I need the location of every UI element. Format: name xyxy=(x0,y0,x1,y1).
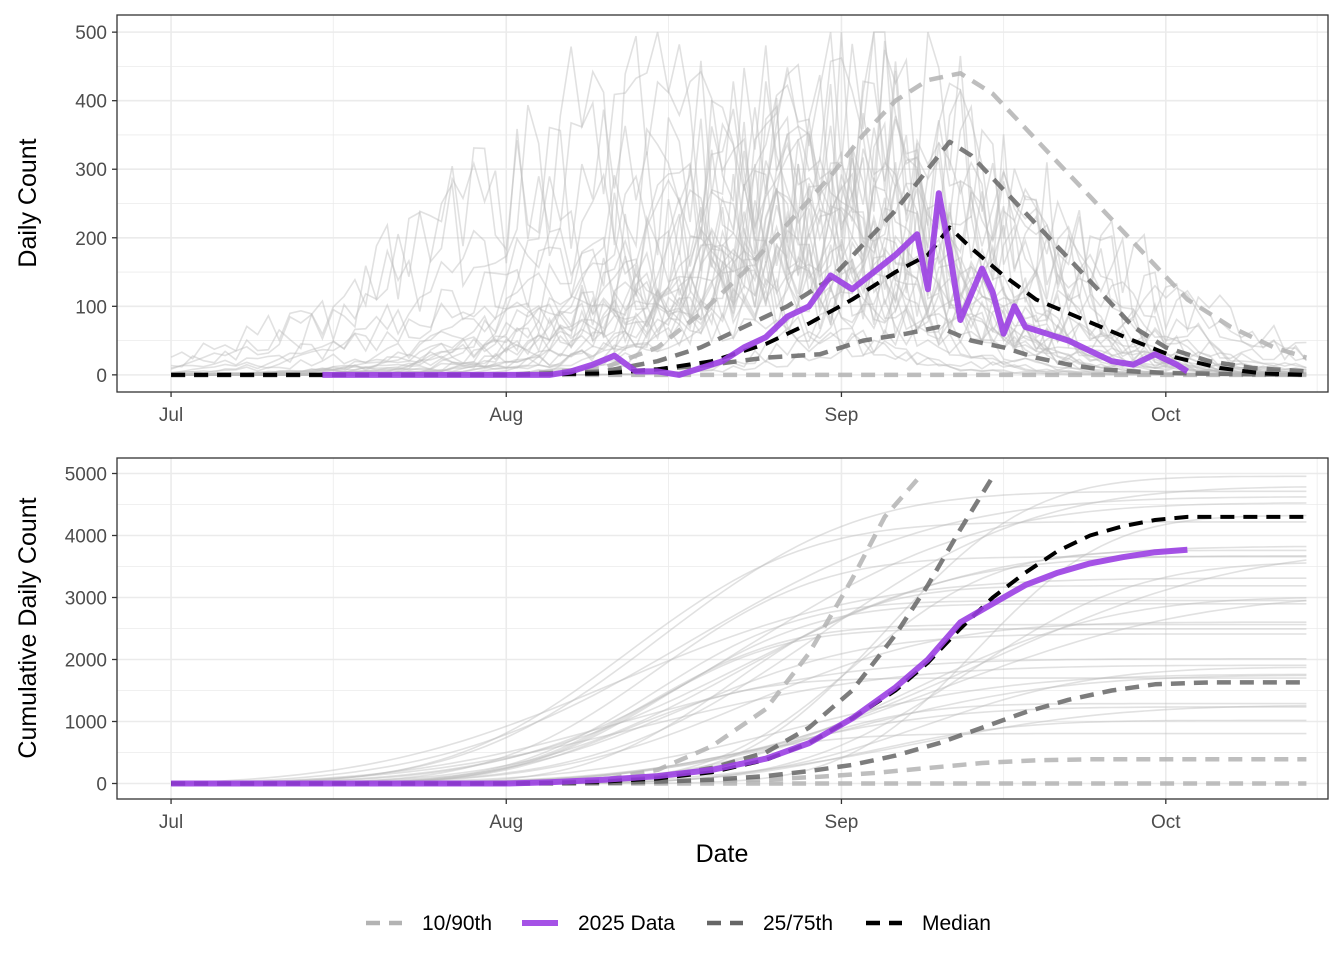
y-axis-title-daily: Daily Count xyxy=(14,138,42,267)
history-trace xyxy=(171,237,1307,375)
history-trace xyxy=(171,40,1308,375)
history-trace xyxy=(171,49,1307,376)
x-axis-title: Date xyxy=(696,840,749,868)
legend-item: Median xyxy=(866,912,991,935)
daily-x-tick-label: Aug xyxy=(489,405,523,426)
history-trace xyxy=(171,545,1307,785)
cumulative-y-tick-label: 3000 xyxy=(65,589,107,610)
legend-label: 25/75th xyxy=(763,912,833,935)
cumulative-gridlines xyxy=(117,458,1328,799)
history-trace xyxy=(171,664,1307,785)
daily-y-tick-label: 100 xyxy=(75,297,107,318)
cumulative-y-tick-label: 0 xyxy=(96,775,107,796)
legend-item: 25/75th xyxy=(707,912,833,935)
daily-series-median-line-3 xyxy=(171,225,1307,377)
cumulative-y-tick-label: 2000 xyxy=(65,651,107,672)
history-trace xyxy=(171,235,1307,376)
cumulative-panel-border xyxy=(116,457,1329,800)
daily-y-tick-label: 200 xyxy=(75,229,107,250)
cumulative-x-tick-label: Aug xyxy=(489,812,523,833)
daily-x-tick-label: Sep xyxy=(825,405,859,426)
y-axis-title-cumulative: Cumulative Daily Count xyxy=(14,497,42,758)
cumulative-y-tick-label: 4000 xyxy=(65,527,107,548)
history-trace xyxy=(171,521,1307,785)
daily-x-tick-label: Jul xyxy=(159,405,183,426)
cumulative-series-10-90th-line-5 xyxy=(171,478,919,786)
daily-x-tick-label: Oct xyxy=(1151,405,1181,426)
cumulative-y-tick-label: 1000 xyxy=(65,713,107,734)
history-trace xyxy=(171,657,1307,785)
cumulative-series-25-75th-line-2 xyxy=(171,680,1307,786)
history-trace xyxy=(171,496,1307,785)
legend-label: 10/90th xyxy=(422,912,492,935)
legend-item: 10/90th xyxy=(366,912,492,935)
cumulative-count-panel: 0 1000 2000 3000 4000 5000 Jul Aug Sep Oct xyxy=(65,457,1329,833)
daily-y-tick-label: 400 xyxy=(75,92,107,113)
daily-series-25-75th-line-2 xyxy=(171,139,1307,378)
history-trace xyxy=(171,247,1307,376)
history-trace xyxy=(171,120,1307,376)
cumulative-series-2025-data-line-0 xyxy=(171,546,1188,787)
history-trace xyxy=(171,138,1307,376)
cumulative-series xyxy=(171,475,1307,787)
cumulative-y-tick-label: 5000 xyxy=(65,465,107,486)
history-trace xyxy=(171,502,1307,785)
history-trace xyxy=(171,490,1307,785)
daily-panel-border xyxy=(116,14,1329,393)
legend-label: 2025 Data xyxy=(578,912,675,935)
daily-gridlines xyxy=(117,15,1328,392)
history-trace xyxy=(170,31,1307,372)
cumulative-x-tick-label: Jul xyxy=(159,812,183,833)
daily-series-10-90th-line-4 xyxy=(171,71,1308,378)
cumulative-x-tick-label: Sep xyxy=(825,812,859,833)
daily-y-tick-label: 0 xyxy=(96,366,107,387)
daily-history-traces xyxy=(170,31,1308,376)
daily-y-tick-label: 300 xyxy=(75,160,107,181)
daily-y-tick-label: 500 xyxy=(75,23,107,44)
legend-label: Median xyxy=(922,912,991,935)
cumulative-x-tick-label: Oct xyxy=(1151,812,1181,833)
daily-series-2025-data-line-0 xyxy=(322,190,1189,378)
history-trace xyxy=(171,577,1307,784)
daily-series xyxy=(171,71,1308,378)
legend-item: 2025 Data xyxy=(522,912,675,935)
daily-count-panel: 0 100 200 300 400 500 Jul Aug Sep Oct xyxy=(75,14,1329,426)
legend: 10/90th 2025 Data 25/75th Median xyxy=(366,912,991,935)
